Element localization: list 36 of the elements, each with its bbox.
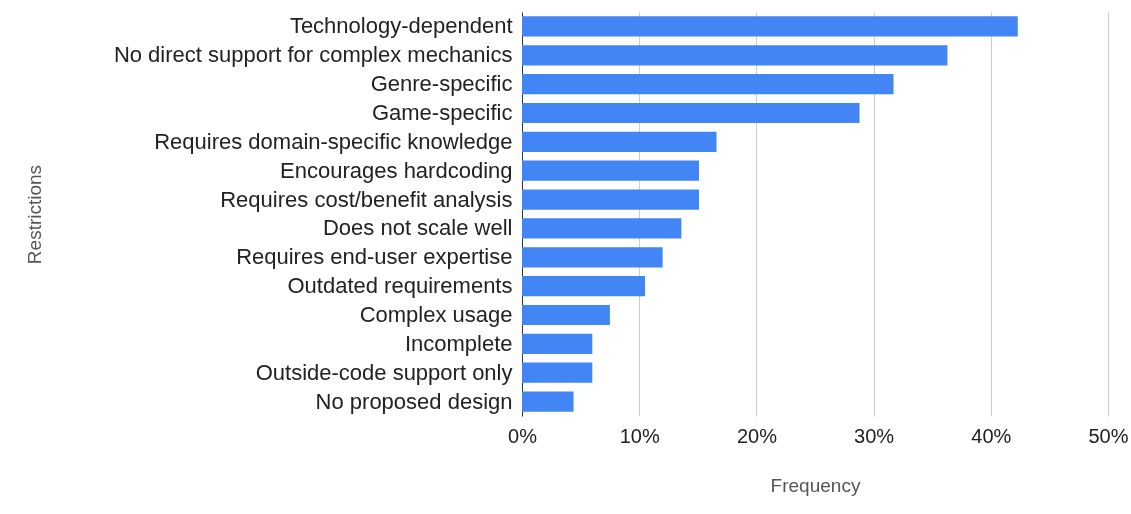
bar <box>522 304 610 326</box>
x-tick-label: 50% <box>1088 424 1129 447</box>
y-tick-label: Technology-dependent <box>289 13 513 39</box>
y-tick-label: Game-specific <box>371 100 513 125</box>
bar <box>522 218 682 239</box>
y-tick-label: Requires cost/benefit analysis <box>220 186 513 212</box>
bar <box>522 276 646 297</box>
bar <box>522 333 593 354</box>
bar <box>522 247 663 268</box>
x-axis-title: Frequency <box>770 474 861 496</box>
bar <box>522 74 894 95</box>
y-tick-label: Encourages hardcoding <box>280 157 513 183</box>
y-tick-label: Outside-code support only <box>255 359 513 385</box>
x-tick-label: 20% <box>736 424 778 447</box>
bar <box>522 362 593 383</box>
bar <box>522 391 574 412</box>
y-tick-label: Requires end-user expertise <box>236 244 513 270</box>
y-tick-label: Outdated requirements <box>287 273 513 299</box>
x-tick-label: 30% <box>854 424 895 447</box>
y-tick-label: Does not scale well <box>322 215 513 241</box>
x-tick-label: 40% <box>971 424 1012 447</box>
bar <box>522 102 860 124</box>
bar <box>522 189 699 210</box>
y-tick-label: Incomplete <box>404 330 513 356</box>
bar <box>522 131 717 152</box>
x-tick-label: 10% <box>619 424 660 447</box>
y-tick-label: No direct support for complex mechanics <box>113 42 513 68</box>
y-tick-label: Requires domain-specific knowledge <box>154 128 513 154</box>
bar <box>522 16 1018 37</box>
y-tick-label: Genre-specific <box>370 71 513 97</box>
y-axis-title: Restrictions <box>23 164 45 265</box>
x-tick-label: 0% <box>508 424 538 447</box>
y-tick-label: Complex usage <box>359 302 513 327</box>
bar <box>522 45 948 66</box>
y-tick-label: No proposed design <box>315 388 513 414</box>
bar <box>522 160 699 181</box>
